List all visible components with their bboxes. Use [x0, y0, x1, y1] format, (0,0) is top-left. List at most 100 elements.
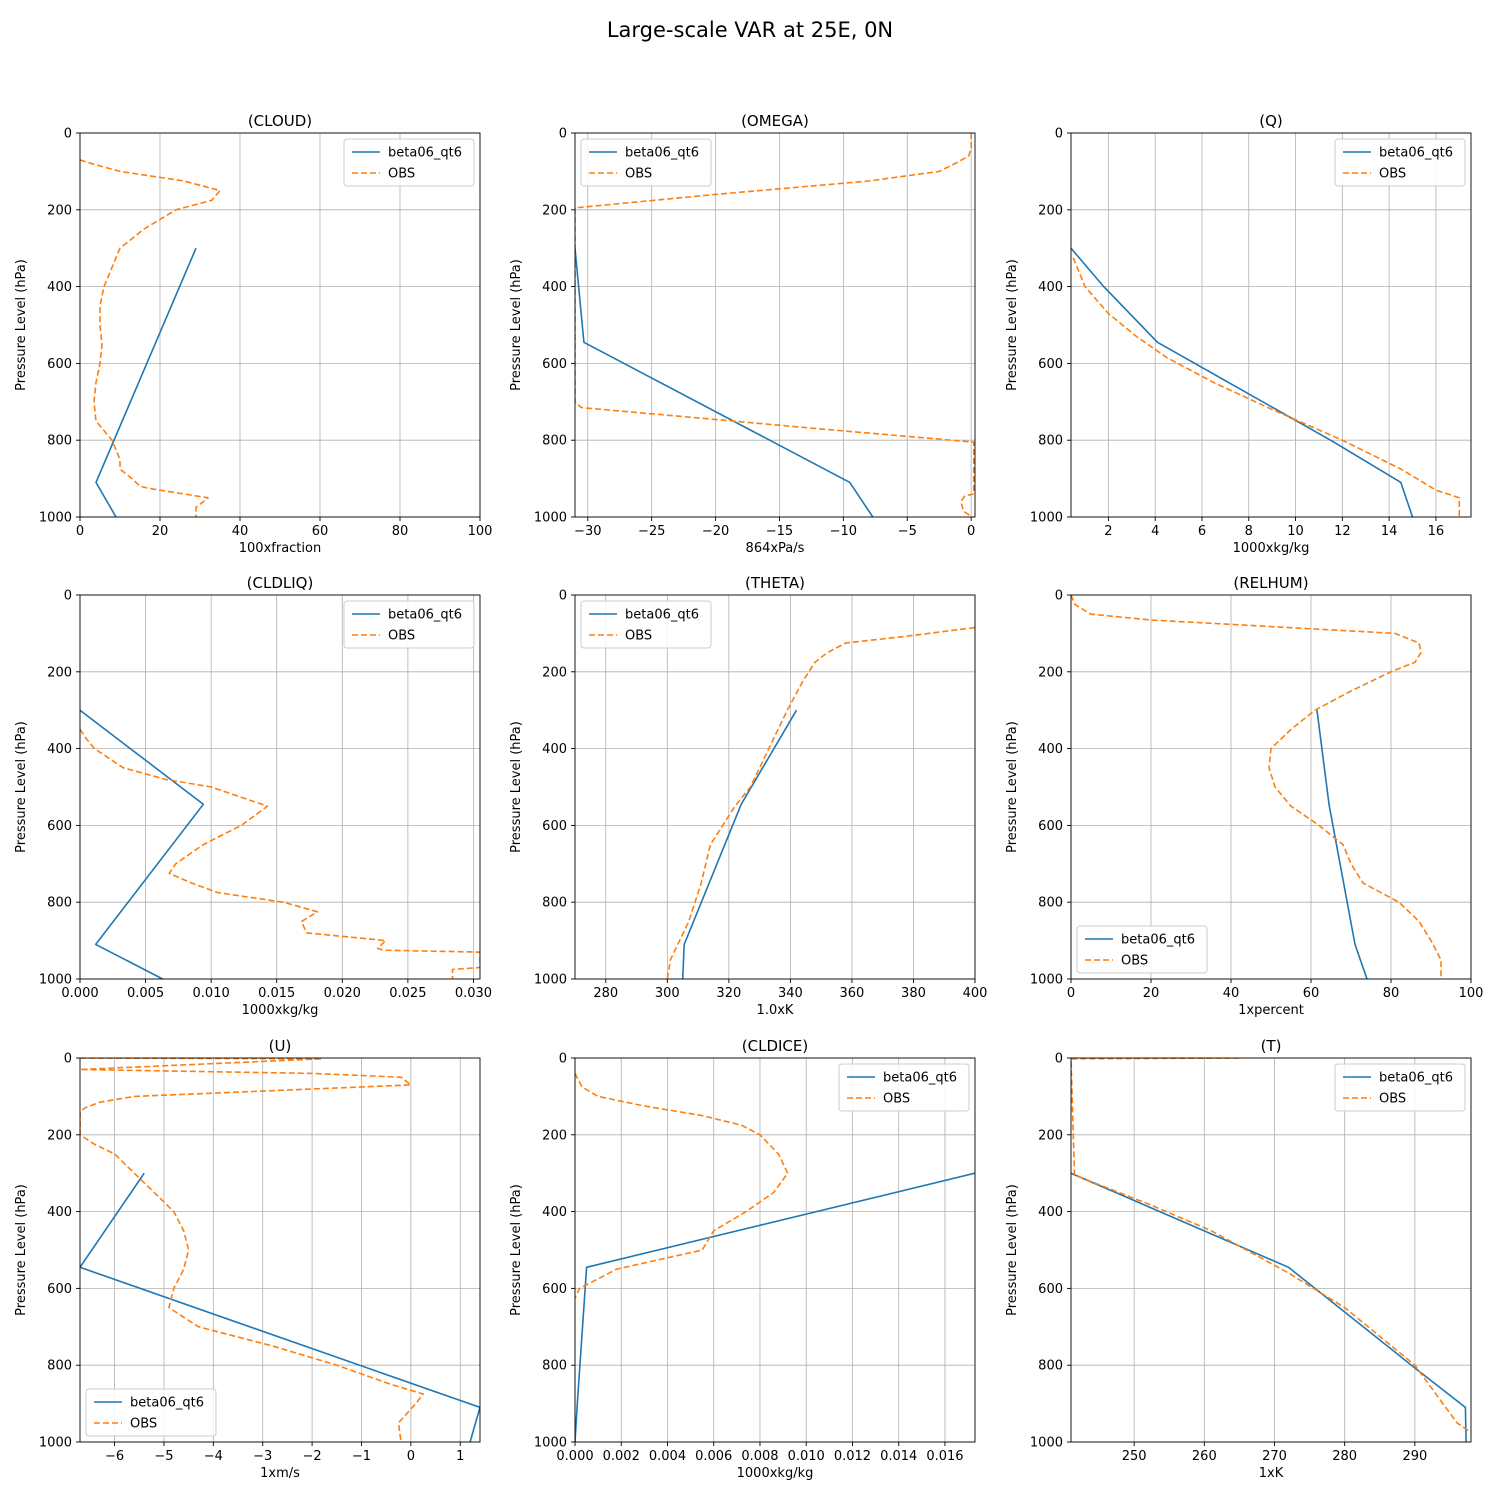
- panel-u: −6 −5 −4 −3 −2 −1 0 1 0 200 400 600 800 1000 (U) 1xm/s P…: [14, 1037, 481, 1481]
- y-tick-label: 400: [1038, 742, 1063, 757]
- y-tick-label: 200: [542, 665, 567, 680]
- x-tick-label: −5: [154, 1449, 173, 1464]
- legend-label-beta06-qt6: beta06_qt6: [388, 146, 462, 161]
- legend-label-beta06-qt6: beta06_qt6: [1121, 933, 1195, 948]
- y-tick-label: 200: [1038, 203, 1063, 218]
- series-line-beta06-qt6: [95, 247, 197, 517]
- y-axis-label: Pressure Level (hPa): [14, 721, 29, 853]
- y-tick-label: 600: [542, 357, 567, 372]
- legend: beta06_qt6 OBS: [1334, 138, 1466, 187]
- axes-frame: [574, 1057, 976, 1443]
- y-tick-label: 1000: [1030, 973, 1063, 988]
- y-tick-label: 800: [47, 1359, 72, 1374]
- y-axis-label: Pressure Level (hPa): [509, 259, 524, 391]
- axes-frame: [79, 1057, 481, 1443]
- x-tick-label: 4: [1151, 524, 1159, 539]
- y-tick-label: 200: [1038, 665, 1063, 680]
- series-line-beta06-qt6: [80, 1172, 480, 1442]
- x-tick-label: 0.020: [324, 986, 361, 1001]
- y-tick-label: 800: [542, 434, 567, 449]
- x-tick-label: 0.000: [556, 1449, 593, 1464]
- x-tick-label: 60: [312, 524, 329, 539]
- series-line-obs: [1071, 1058, 1471, 1434]
- x-axis-label: 1.0xK: [757, 1003, 794, 1018]
- legend-label-beta06-qt6: beta06_qt6: [625, 146, 699, 161]
- panel-t: 250 260 270 280 290 0 200 400 600 800 1000 (T) 1xK Pr…: [1005, 1037, 1472, 1481]
- series-line-beta06-qt6: [1071, 1172, 1467, 1442]
- series-line-beta06-qt6: [80, 709, 205, 979]
- x-axis-label: 1xK: [1259, 1466, 1284, 1481]
- panel-title: (CLDLIQ): [247, 574, 314, 592]
- figure-title: Large-scale VAR at 25E, 0N: [607, 18, 893, 42]
- axes-frame: [1070, 1057, 1472, 1443]
- y-tick-label: 800: [47, 896, 72, 911]
- x-axis-label: 1000xkg/kg: [1233, 541, 1310, 556]
- x-tick-label: 12: [1334, 524, 1351, 539]
- x-tick-label: 280: [593, 986, 618, 1001]
- y-tick-label: 1000: [39, 511, 72, 526]
- x-tick-label: −5: [898, 524, 917, 539]
- y-tick-label: 0: [1055, 589, 1063, 604]
- x-tick-label: 0: [76, 524, 84, 539]
- x-tick-label: 0.005: [127, 986, 164, 1001]
- y-tick-label: 0: [559, 127, 567, 142]
- legend: beta06_qt6 OBS: [580, 138, 712, 187]
- panel-title: (RELHUM): [1233, 574, 1308, 592]
- legend-label-obs: OBS: [1121, 954, 1148, 969]
- panel-title: (CLOUD): [248, 112, 312, 130]
- x-tick-label: 0.006: [695, 1449, 732, 1464]
- x-tick-label: 380: [901, 986, 926, 1001]
- legend-label-beta06-qt6: beta06_qt6: [388, 608, 462, 623]
- legend-label-obs: OBS: [388, 629, 415, 644]
- x-tick-label: 0.002: [603, 1449, 640, 1464]
- x-axis-label: 1000xkg/kg: [242, 1003, 319, 1018]
- y-tick-label: 1000: [534, 973, 567, 988]
- y-axis-label: Pressure Level (hPa): [509, 1184, 524, 1316]
- y-tick-label: 0: [64, 1052, 72, 1067]
- panel-title: (T): [1261, 1037, 1282, 1055]
- y-axis-label: Pressure Level (hPa): [14, 259, 29, 391]
- y-tick-label: 800: [542, 1359, 567, 1374]
- x-tick-label: −20: [702, 524, 729, 539]
- legend-label-obs: OBS: [130, 1417, 157, 1432]
- panel-title: (CLDICE): [742, 1037, 808, 1055]
- x-tick-label: 8: [1245, 524, 1253, 539]
- y-tick-label: 200: [47, 203, 72, 218]
- series-line-obs: [1072, 257, 1461, 517]
- x-tick-label: 80: [392, 524, 409, 539]
- series-line-obs: [666, 626, 975, 979]
- panel-title: (Q): [1259, 112, 1283, 130]
- y-tick-label: 600: [542, 819, 567, 834]
- legend-box: [1334, 1063, 1466, 1112]
- y-tick-label: 800: [542, 896, 567, 911]
- x-tick-label: −10: [830, 524, 857, 539]
- legend-label-beta06-qt6: beta06_qt6: [130, 1396, 204, 1411]
- y-axis-label: Pressure Level (hPa): [1005, 259, 1020, 391]
- x-tick-label: 0.015: [258, 986, 295, 1001]
- y-tick-label: 400: [542, 742, 567, 757]
- x-tick-label: 250: [1122, 1449, 1147, 1464]
- legend-box: [580, 600, 712, 649]
- y-tick-label: 400: [542, 1205, 567, 1220]
- y-tick-label: 400: [47, 742, 72, 757]
- x-tick-label: 0.004: [649, 1449, 686, 1464]
- series-line-beta06-qt6: [1316, 710, 1368, 979]
- x-tick-label: −30: [574, 524, 601, 539]
- y-tick-label: 1000: [534, 1436, 567, 1451]
- panel-omega: −30 −25 −20 −15 −10 −5 0 0 200 400 600 800 1000 (OMEG…: [509, 112, 976, 556]
- y-tick-label: 400: [1038, 280, 1063, 295]
- y-tick-label: 600: [1038, 1282, 1063, 1297]
- y-tick-label: 1000: [534, 511, 567, 526]
- legend: beta06_qt6 OBS: [1334, 1063, 1466, 1112]
- x-tick-label: −1: [352, 1449, 371, 1464]
- x-tick-label: 360: [840, 986, 865, 1001]
- legend: beta06_qt6 OBS: [343, 138, 475, 187]
- x-tick-label: −4: [204, 1449, 223, 1464]
- legend-label-beta06-qt6: beta06_qt6: [1379, 1071, 1453, 1086]
- x-tick-label: 0: [1067, 986, 1075, 1001]
- x-tick-label: −3: [253, 1449, 272, 1464]
- legend-label-obs: OBS: [1379, 167, 1406, 182]
- y-tick-label: 0: [64, 127, 72, 142]
- y-tick-label: 800: [1038, 896, 1063, 911]
